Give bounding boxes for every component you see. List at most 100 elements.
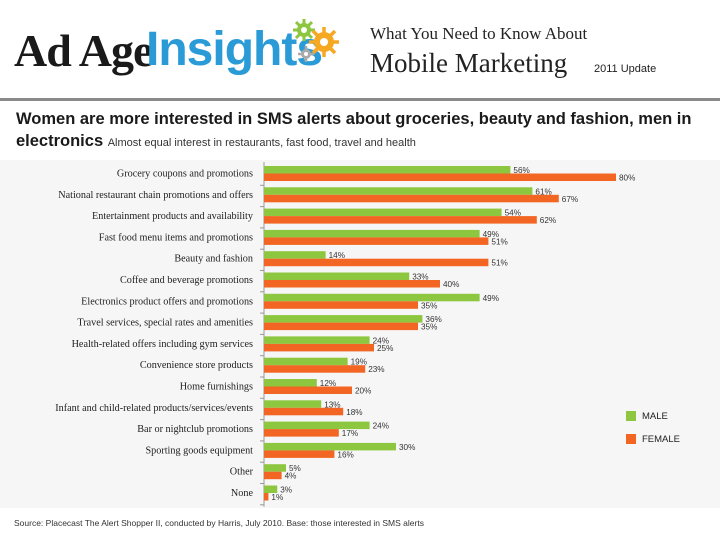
bar-female <box>264 365 366 373</box>
headline-main: Women are more interested in SMS alerts … <box>16 110 692 150</box>
header-divider <box>0 98 720 101</box>
legend-item-female: FEMALE <box>626 429 680 449</box>
bar-male <box>264 442 396 451</box>
bar-male <box>264 293 480 302</box>
bar-male <box>264 421 370 430</box>
data-label-female: 80% <box>619 174 635 183</box>
data-label-female: 4% <box>285 472 297 481</box>
data-label-male: 33% <box>412 273 428 282</box>
bar-female <box>264 450 335 458</box>
bar-female <box>264 407 344 416</box>
data-label-female: 16% <box>337 450 353 459</box>
data-label-male: 49% <box>483 230 499 239</box>
data-label-female: 1% <box>271 493 283 502</box>
bar-female <box>264 237 489 245</box>
data-label-female: 51% <box>491 237 507 246</box>
legend-label-female: FEMALE <box>642 433 681 445</box>
bar-female <box>264 301 418 309</box>
data-label-male: 24% <box>373 336 389 345</box>
data-label-male: 54% <box>505 209 521 218</box>
bar-male <box>264 315 423 323</box>
data-label-female: 35% <box>421 301 437 310</box>
data-label-female: 25% <box>377 344 393 353</box>
bar-female <box>264 173 616 181</box>
category-label: Health-related offers including gym serv… <box>72 339 253 350</box>
legend-item-male: MALE <box>626 406 680 426</box>
data-label-male: 24% <box>373 422 389 431</box>
legend-label-male: MALE <box>642 410 668 422</box>
bar-male <box>264 208 502 217</box>
header: Ad Age Insights What You Need to Know Ab… <box>0 0 720 98</box>
bar-female <box>264 471 282 480</box>
bar-female <box>264 216 537 224</box>
bar-male <box>264 400 322 408</box>
data-label-male: 5% <box>289 464 301 473</box>
bar-male <box>264 166 511 174</box>
legend-swatch-female <box>626 434 636 444</box>
bar-male <box>264 379 317 387</box>
data-label-female: 23% <box>368 365 384 374</box>
data-label-female: 67% <box>562 195 578 204</box>
logo-insights: Insights <box>146 23 323 76</box>
data-label-female: 62% <box>540 216 556 225</box>
category-label: National restaurant chain promotions and… <box>58 190 253 201</box>
slide-headline: Women are more interested in SMS alerts … <box>16 108 716 154</box>
report-title-line2: Mobile Marketing <box>370 48 568 78</box>
legend: MALE FEMALE <box>626 406 680 452</box>
category-label: Infant and child-related products/servic… <box>55 403 253 414</box>
bar-female <box>264 429 339 437</box>
data-label-male: 13% <box>324 400 340 409</box>
bar-male <box>264 464 286 472</box>
headline-sub: Almost equal interest in restaurants, fa… <box>107 137 416 149</box>
bar-male <box>264 187 533 195</box>
bar-female <box>264 280 440 288</box>
data-label-male: 30% <box>399 443 415 452</box>
bar-male <box>264 272 410 280</box>
bar-male <box>264 485 278 493</box>
bar-female <box>264 343 374 352</box>
data-label-male: 12% <box>320 379 336 388</box>
update-label: 2011 Update <box>594 63 657 75</box>
legend-swatch-male <box>626 411 636 421</box>
data-label-female: 51% <box>491 259 507 268</box>
category-label: Bar or nightclub promotions <box>137 424 253 435</box>
bar-chart: Grocery coupons and promotions 56% 80% Nati… <box>55 162 635 507</box>
data-label-female: 35% <box>421 323 437 332</box>
source-note: Source: Placecast The Alert Shopper II, … <box>14 518 424 528</box>
bar-male <box>264 251 326 259</box>
category-label: Coffee and beverage promotions <box>120 275 253 286</box>
bar-male <box>264 336 370 344</box>
data-label-male: 49% <box>483 294 499 303</box>
category-label: Travel services, special rates and ameni… <box>77 318 253 329</box>
data-label-female: 18% <box>346 408 362 417</box>
gears-icon <box>293 19 339 62</box>
report-title-line1: What You Need to Know About <box>370 24 588 43</box>
data-label-female: 40% <box>443 280 459 289</box>
category-label: Entertainment products and availability <box>92 211 254 222</box>
data-label-male: 56% <box>513 166 529 175</box>
category-label: Fast food menu items and promotions <box>99 232 253 243</box>
bar-male <box>264 357 348 366</box>
bar-female <box>264 322 418 331</box>
data-label-male: 14% <box>329 251 345 260</box>
category-label: Electronics product offers and promotion… <box>81 296 253 307</box>
data-label-male: 36% <box>425 315 441 324</box>
bar-male <box>264 229 480 238</box>
category-label: Beauty and fashion <box>174 254 253 265</box>
category-label: Grocery coupons and promotions <box>117 169 253 180</box>
bar-female <box>264 493 269 501</box>
category-label: Home furnishings <box>180 382 253 393</box>
bar-female <box>264 194 559 203</box>
bar-female <box>264 258 489 267</box>
bar-female <box>264 386 352 394</box>
category-label: Other <box>230 467 254 478</box>
data-label-male: 19% <box>351 358 367 367</box>
logo-ad-age: Ad Age <box>14 25 153 76</box>
data-label-male: 3% <box>280 486 292 495</box>
data-label-female: 20% <box>355 387 371 396</box>
category-label: Convenience store products <box>140 360 253 371</box>
data-label-female: 17% <box>342 429 358 438</box>
category-label: None <box>231 488 254 499</box>
category-label: Sporting goods equipment <box>145 445 253 456</box>
data-label-male: 61% <box>535 187 551 196</box>
